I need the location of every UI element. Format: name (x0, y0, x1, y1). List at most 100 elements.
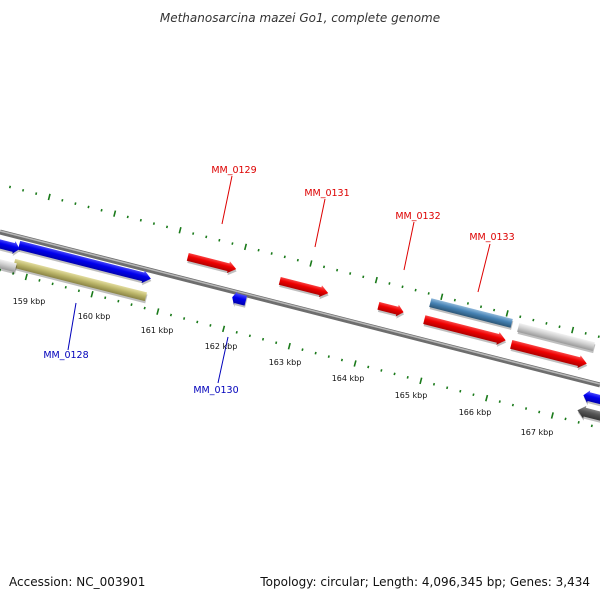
minor-tick (380, 369, 383, 372)
major-tick (353, 360, 357, 367)
gene-label-MM_0133[interactable]: MM_0133 (469, 232, 515, 293)
cds-feature-lightgray[interactable] (517, 323, 596, 354)
minor-tick (327, 355, 330, 358)
major-tick (178, 226, 182, 234)
major-tick (113, 210, 117, 217)
minor-tick (100, 208, 103, 212)
minor-tick (479, 305, 483, 309)
minor-tick (192, 232, 195, 235)
minor-tick (270, 252, 273, 255)
minor-tick (196, 320, 199, 324)
minor-tick (532, 318, 535, 322)
accession-text: Accession: NC_003901 (9, 575, 145, 589)
minor-tick (218, 238, 221, 242)
cds-feature-darkgray[interactable] (575, 404, 600, 426)
cds-feature-MM_0132[interactable] (376, 300, 406, 320)
major-tick (309, 260, 313, 267)
minor-tick (453, 298, 456, 302)
minor-tick (12, 272, 15, 275)
minor-tick (498, 400, 501, 403)
minor-tick (558, 325, 561, 329)
cds-feature-red[interactable] (509, 338, 589, 372)
gene-label-text: MM_0132 (395, 211, 440, 222)
major-tick (221, 325, 226, 333)
minor-tick (74, 202, 77, 205)
minor-tick (406, 375, 409, 379)
minor-tick (209, 324, 212, 327)
minor-tick (393, 372, 396, 376)
gene-label-text: MM_0128 (43, 350, 88, 361)
minor-tick (235, 330, 238, 334)
minor-tick (459, 389, 462, 393)
minor-tick (231, 242, 234, 245)
gene-label-text: MM_0130 (193, 385, 238, 396)
outer-tick-ring (8, 185, 600, 339)
gene-label-text: MM_0131 (304, 188, 349, 199)
minor-tick (401, 285, 404, 289)
cds-feature-blue[interactable] (17, 239, 153, 287)
major-tick (90, 290, 94, 298)
minor-tick (275, 341, 278, 345)
minor-tick (87, 205, 90, 209)
gene-label-MM_0131[interactable]: MM_0131 (304, 188, 350, 248)
minor-tick (248, 334, 251, 338)
minor-tick (432, 382, 436, 386)
minor-tick (143, 306, 146, 310)
gene-label-MM_0132[interactable]: MM_0132 (395, 211, 441, 271)
tick-label: 164 kbp (332, 374, 365, 383)
major-tick (156, 308, 160, 315)
minor-tick (283, 255, 286, 259)
gene-label-MM_0130[interactable]: MM_0130 (193, 336, 239, 396)
minor-tick (314, 351, 317, 355)
cds-feature-blue-edge[interactable] (0, 237, 22, 258)
major-tick (24, 273, 28, 281)
tick-label: 166 kbp (459, 408, 492, 417)
minor-tick (257, 248, 260, 252)
minor-tick (301, 348, 304, 352)
cds-feature-MM_0130[interactable] (230, 290, 248, 309)
minor-tick (493, 308, 496, 312)
gene-label-text: MM_0129 (211, 165, 256, 176)
tick-label: 160 kbp (78, 312, 111, 321)
minor-tick (22, 188, 25, 192)
major-tick (243, 243, 248, 251)
major-tick (440, 293, 444, 301)
cds-feature-MM_0131[interactable] (278, 275, 331, 301)
map-title: Methanosarcina mazei Go1, complete genom… (160, 11, 440, 25)
cds-feature-MM_0129[interactable] (186, 251, 239, 277)
minor-tick (340, 358, 344, 362)
gene-label-MM_0128[interactable]: MM_0128 (43, 302, 89, 361)
minor-tick (61, 198, 64, 202)
gene-label-MM_0129[interactable]: MM_0129 (211, 165, 257, 225)
major-tick (505, 310, 509, 317)
minor-tick (183, 317, 186, 320)
major-tick (485, 394, 489, 402)
cds-feature-MM_0133[interactable] (422, 313, 508, 349)
cds-feature-MM_0128[interactable] (12, 258, 148, 304)
cds-feature-steelblue[interactable] (429, 298, 514, 330)
cds-feature-lightgray-edge[interactable] (0, 257, 18, 275)
minor-tick (362, 275, 365, 279)
genome-summary-text: Topology: circular; Length: 4,096,345 bp… (259, 575, 590, 589)
minor-tick (564, 417, 567, 421)
minor-tick (296, 258, 299, 262)
minor-tick (349, 272, 352, 275)
minor-tick (51, 282, 54, 286)
minor-tick (169, 313, 173, 317)
major-tick (419, 377, 423, 385)
minor-tick (130, 303, 133, 306)
minor-tick (38, 279, 41, 282)
minor-tick (414, 288, 417, 292)
inner-tick-ring (0, 268, 593, 428)
genome-backbone (0, 229, 600, 388)
minor-tick (117, 299, 120, 303)
major-tick (287, 342, 291, 350)
cds-feature-blue-right[interactable] (581, 389, 600, 409)
minor-tick (466, 302, 470, 305)
minor-tick (524, 407, 528, 410)
minor-tick (446, 386, 449, 390)
gene-label-text: MM_0133 (469, 232, 514, 243)
minor-tick (519, 315, 522, 319)
minor-tick (322, 265, 326, 269)
